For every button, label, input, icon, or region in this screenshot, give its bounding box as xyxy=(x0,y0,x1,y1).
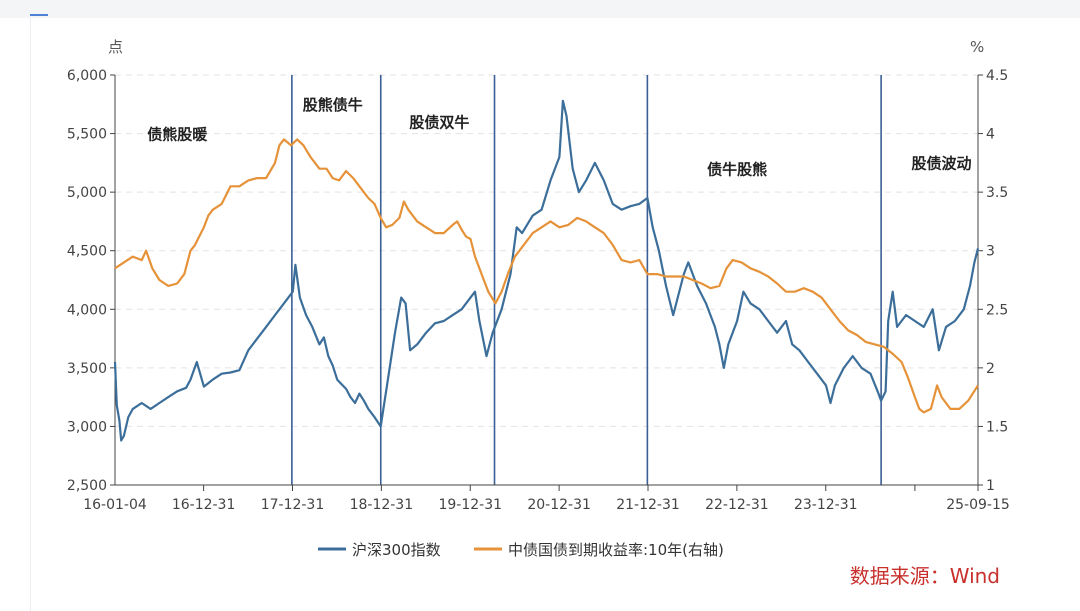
window-top-strip xyxy=(0,0,1080,18)
axes: 2,500 3,000 3,500 4,000 4,500 5,000 5,500 6,000… xyxy=(67,68,1010,513)
series-line-hs300 xyxy=(113,99,980,442)
x-tick-label: 16-01-04 xyxy=(83,497,147,513)
gridlines xyxy=(115,74,978,427)
x-tick-label: 25-09-15 xyxy=(946,497,1010,513)
x-tick-label: 16-12-31 xyxy=(172,497,236,513)
right-axis-unit: % xyxy=(970,38,984,56)
left-tick-label: 3,500 xyxy=(67,361,107,377)
regime-label: 债熊股暖 xyxy=(147,125,208,143)
regime-label: 股债双牛 xyxy=(409,114,469,132)
series-lines xyxy=(113,99,980,442)
period-dividers xyxy=(291,75,882,485)
right-tick-label: 3 xyxy=(986,244,995,260)
left-tick-label: 2,500 xyxy=(67,478,107,494)
x-tick-label: 23-12-31 xyxy=(794,497,858,513)
left-tick-label: 6,000 xyxy=(67,68,107,84)
regime-label: 债牛股熊 xyxy=(707,161,767,179)
x-tick-label: 22-12-31 xyxy=(705,497,769,513)
panel-edge xyxy=(30,18,31,611)
right-tick-label: 1.5 xyxy=(986,419,1008,435)
left-axis-unit: 点 xyxy=(108,38,123,56)
left-tick-label: 3,000 xyxy=(67,419,107,435)
regime-label: 股熊债牛 xyxy=(303,96,363,114)
legend: 沪深300指数 中债国债到期收益率:10年(右轴) xyxy=(318,541,724,559)
right-tick-label: 2 xyxy=(986,361,995,377)
x-tick-label: 18-12-31 xyxy=(350,497,414,513)
x-tick-label: 19-12-31 xyxy=(438,497,502,513)
data-source-note: 数据来源：Wind xyxy=(849,564,1000,588)
legend-label-yield: 中债国债到期收益率:10年(右轴) xyxy=(508,541,724,559)
legend-label-hs300: 沪深300指数 xyxy=(352,541,441,559)
right-tick-label: 4 xyxy=(986,127,995,143)
right-tick-label: 3.5 xyxy=(986,185,1008,201)
right-tick-label: 2.5 xyxy=(986,302,1008,318)
x-tick-label: 21-12-31 xyxy=(616,497,680,513)
right-tick-label: 4.5 xyxy=(986,68,1008,84)
left-tick-label: 5,500 xyxy=(67,127,107,143)
x-tick-label: 20-12-31 xyxy=(527,497,591,513)
right-tick-label: 1 xyxy=(986,478,995,494)
x-tick-label: 17-12-31 xyxy=(261,497,325,513)
left-tick-label: 4,500 xyxy=(67,244,107,260)
series-line-yield xyxy=(114,138,979,414)
tab-accent-line xyxy=(30,14,48,16)
left-tick-label: 5,000 xyxy=(67,185,107,201)
left-tick-label: 4,000 xyxy=(67,302,107,318)
regime-label: 股债波动 xyxy=(912,155,972,173)
